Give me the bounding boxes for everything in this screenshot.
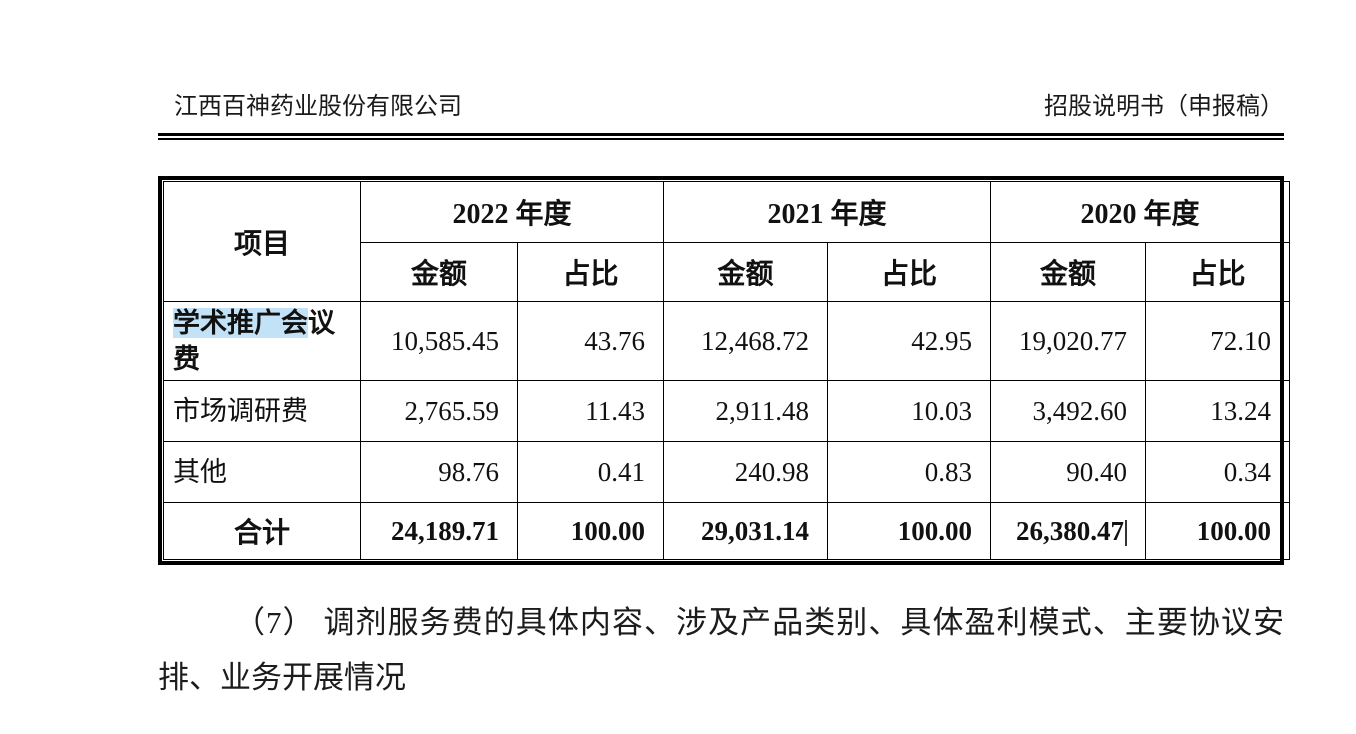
total-label: 合计 <box>163 502 361 560</box>
row-label-rest: 议费 <box>173 308 335 374</box>
text-caret <box>1125 519 1128 546</box>
table-row: 学术推广会议费 10,585.45 43.76 12,468.72 42.95 … <box>163 301 1291 381</box>
total-2020-amount-value: 26,380.47 <box>1016 515 1125 546</box>
year-header-2021: 2021 年度 <box>663 181 992 243</box>
year-header-2022: 2022 年度 <box>359 181 665 243</box>
cell-2021-ratio: 0.83 <box>827 441 992 503</box>
cell-2020-amount: 19,020.77 <box>990 301 1147 381</box>
table-total-row: 合计 24,189.71 100.00 29,031.14 100.00 26,… <box>163 502 1291 560</box>
year-header-2020: 2020 年度 <box>990 181 1291 243</box>
cell-2022-amount: 2,765.59 <box>360 380 518 442</box>
amount-header-2022: 金额 <box>360 242 518 302</box>
amount-header-2021: 金额 <box>663 242 829 302</box>
table-year-header-row: 项目 2022 年度 2021 年度 2020 年度 <box>163 181 1291 302</box>
cell-2020-ratio: 13.24 <box>1145 380 1291 442</box>
header-divider <box>158 133 1284 140</box>
cell-2021-ratio: 42.95 <box>827 301 992 381</box>
section-heading-paragraph: （7） 调剂服务费的具体内容、涉及产品类别、具体盈利模式、主要协议安排、业务开展… <box>158 605 1284 695</box>
cell-2020-amount: 90.40 <box>990 441 1147 503</box>
cell-2020-ratio: 72.10 <box>1145 301 1291 381</box>
page-header: 江西百神药业股份有限公司 招股说明书（申报稿） <box>158 92 1284 122</box>
table-row: 其他 98.76 0.41 240.98 0.83 90.40 0.34 <box>163 441 1291 503</box>
cell-2020-amount: 3,492.60 <box>990 380 1147 442</box>
total-2020-amount: 26,380.47 <box>990 502 1147 560</box>
amount-header-2020: 金额 <box>990 242 1147 302</box>
total-2021-ratio: 100.00 <box>827 502 992 560</box>
highlighted-text: 学术推广会 <box>173 308 308 338</box>
total-2022-amount: 24,189.71 <box>360 502 518 560</box>
cell-2021-amount: 240.98 <box>663 441 829 503</box>
expense-table-border: 项目 2022 年度 2021 年度 2020 年度 金额 占比 金额 占比 金… <box>158 176 1291 565</box>
ratio-header-2022: 占比 <box>516 242 665 302</box>
total-2021-amount: 29,031.14 <box>663 502 829 560</box>
cell-2022-ratio: 0.41 <box>516 441 665 503</box>
cell-2020-ratio: 0.34 <box>1145 441 1291 503</box>
ratio-header-2021: 占比 <box>827 242 992 302</box>
cell-2021-amount: 2,911.48 <box>663 380 829 442</box>
ratio-header-2020: 占比 <box>1145 242 1291 302</box>
cell-2022-amount: 98.76 <box>360 441 518 503</box>
cell-2022-amount: 10,585.45 <box>360 301 518 381</box>
item-column-header: 项目 <box>163 181 361 302</box>
cell-2022-ratio: 11.43 <box>516 380 665 442</box>
total-2020-ratio: 100.00 <box>1145 502 1291 560</box>
expense-table: 项目 2022 年度 2021 年度 2020 年度 金额 占比 金额 占比 金… <box>163 181 1291 560</box>
company-name: 江西百神药业股份有限公司 <box>174 94 462 120</box>
cell-2021-ratio: 10.03 <box>827 380 992 442</box>
cell-2022-ratio: 43.76 <box>516 301 665 381</box>
doc-title: 招股说明书（申报稿） <box>1044 94 1284 120</box>
table-row: 市场调研费 2,765.59 11.43 2,911.48 10.03 3,49… <box>163 380 1291 442</box>
row-label-market-research: 市场调研费 <box>163 380 361 442</box>
cell-2021-amount: 12,468.72 <box>663 301 829 381</box>
row-label-academic-promotion: 学术推广会议费 <box>163 301 361 381</box>
row-label-other: 其他 <box>163 441 361 503</box>
total-2022-ratio: 100.00 <box>516 502 665 560</box>
document-page: 江西百神药业股份有限公司 招股说明书（申报稿） 项目 2022 年度 2021 … <box>158 0 1291 705</box>
